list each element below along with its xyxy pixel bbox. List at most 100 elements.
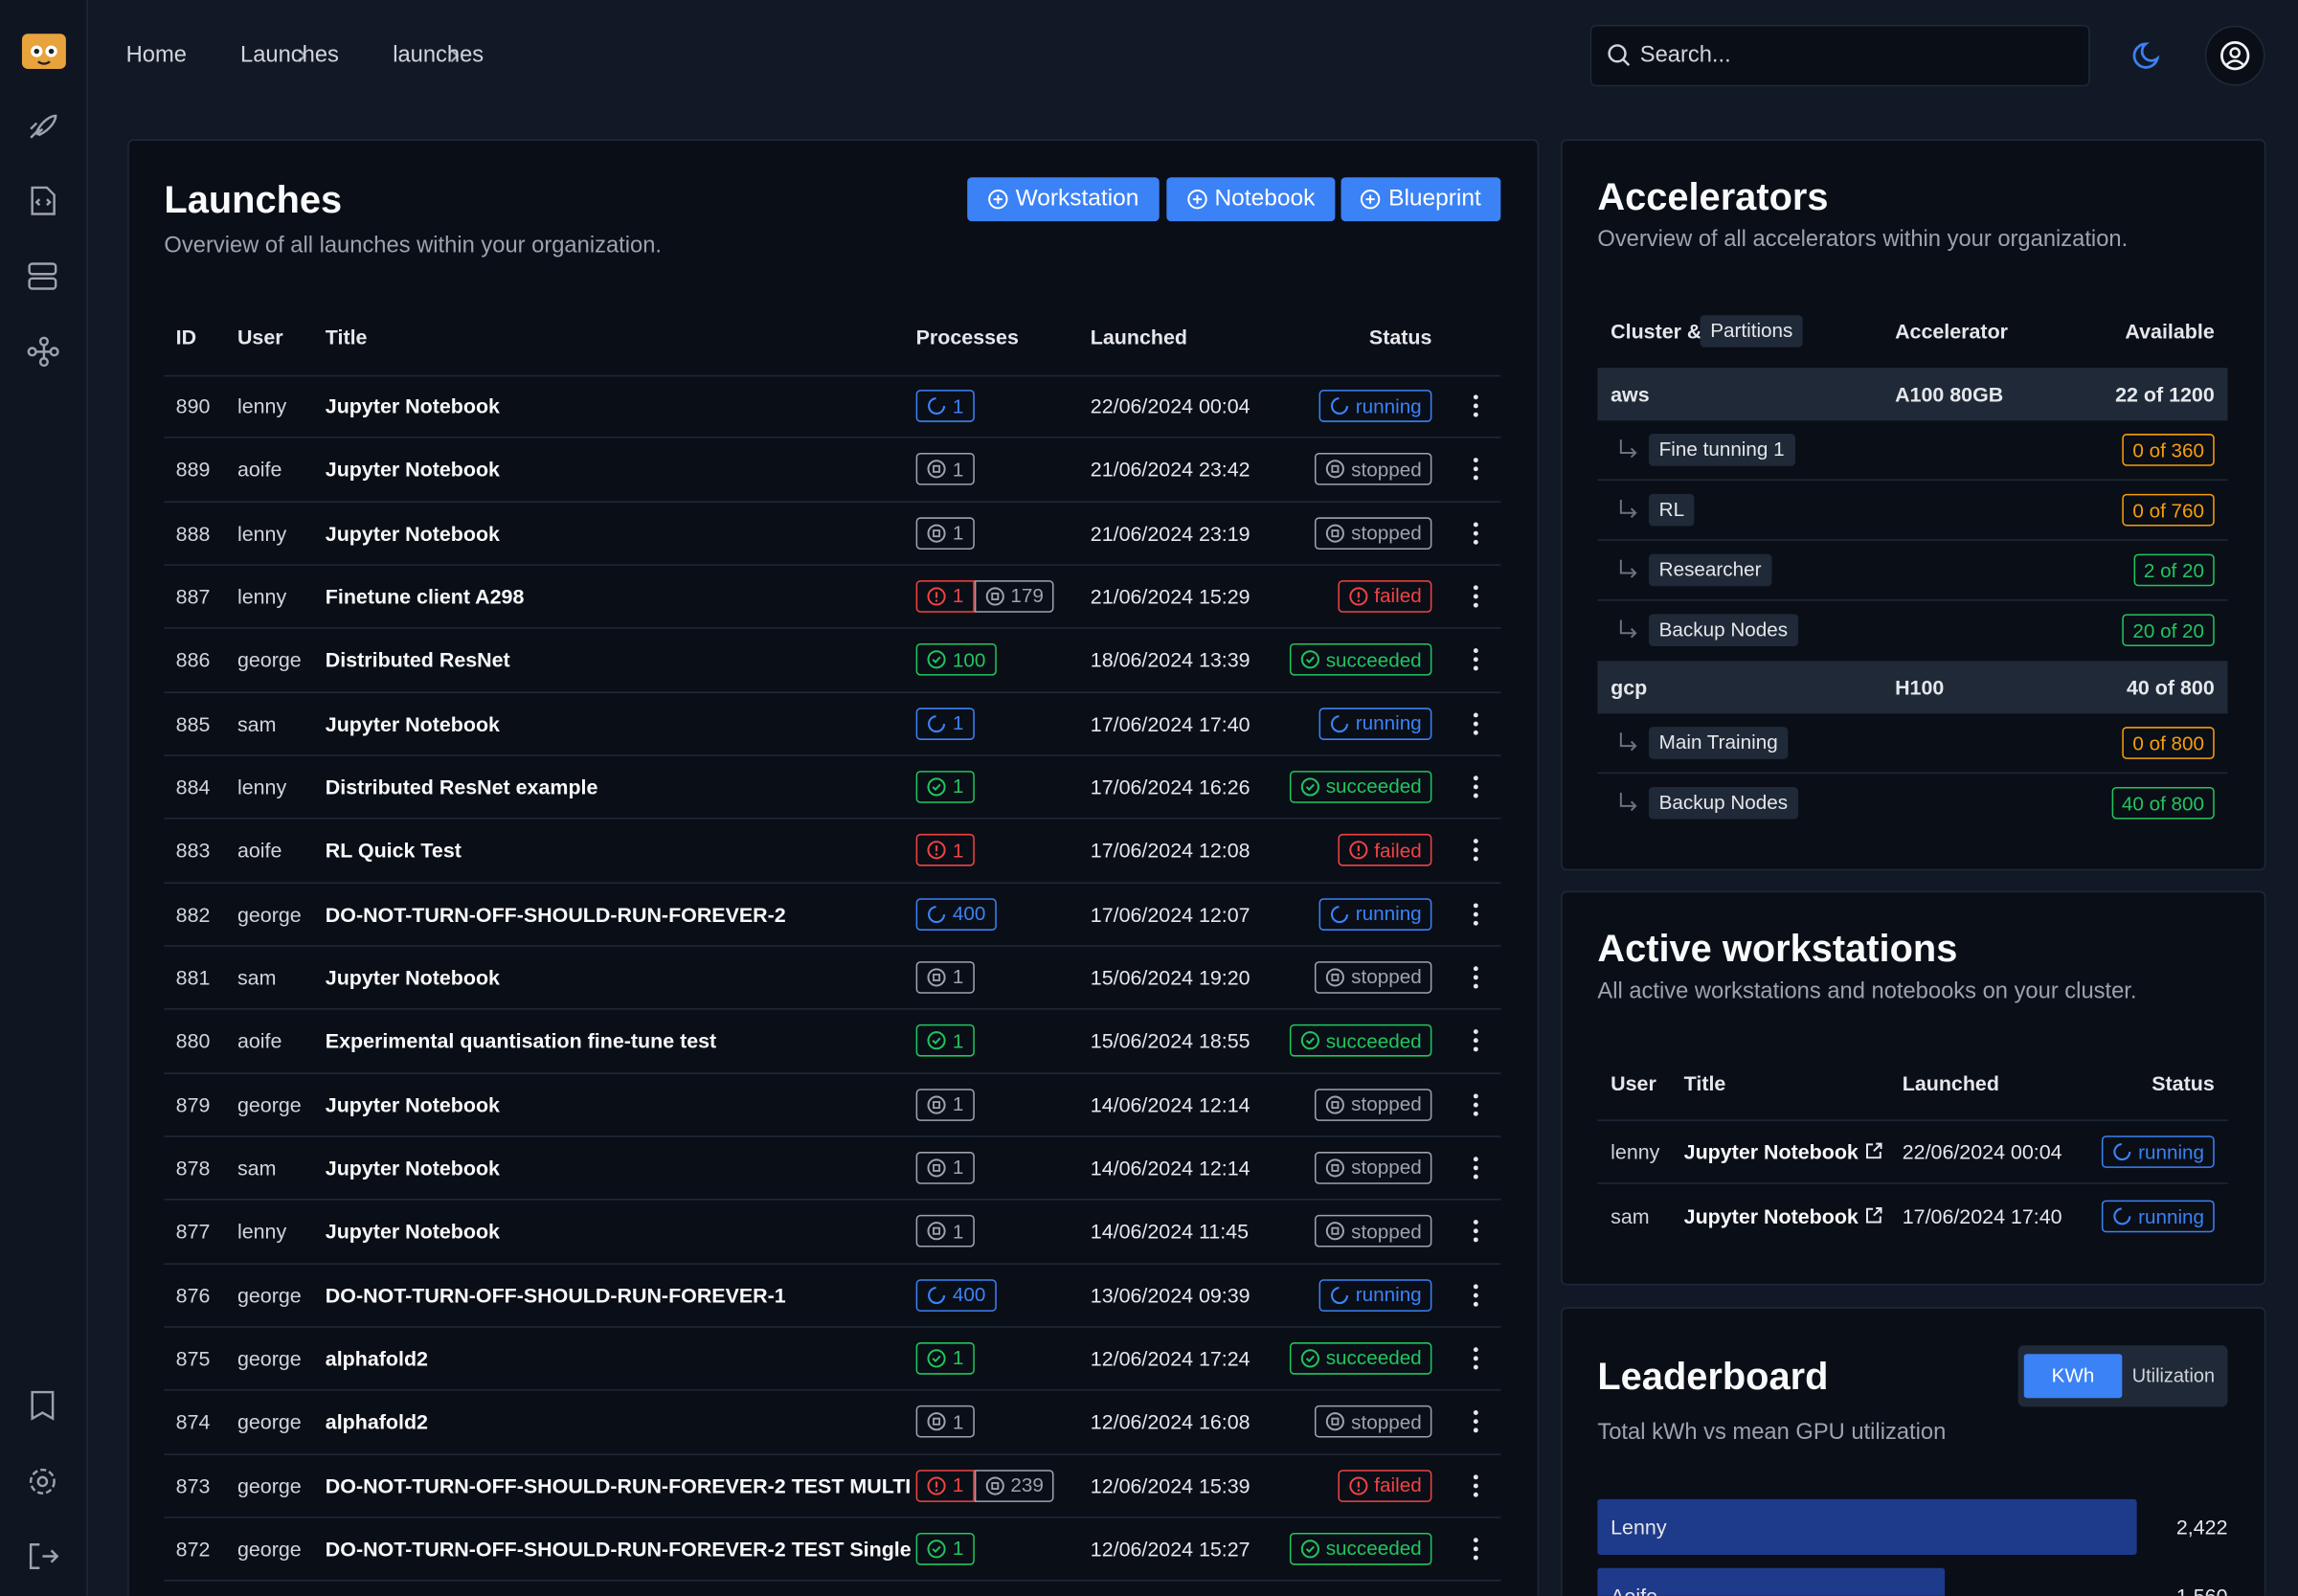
row-menu[interactable] — [1466, 773, 1486, 802]
menu-icon[interactable] — [1466, 773, 1486, 802]
process-badge-text: 1 — [953, 585, 964, 607]
row-menu[interactable] — [1466, 1534, 1486, 1563]
launch-title[interactable]: RL Quick Test — [326, 836, 462, 865]
menu-icon[interactable] — [1466, 1280, 1486, 1310]
row-menu[interactable] — [1466, 1407, 1486, 1437]
row-menu[interactable] — [1466, 963, 1486, 993]
launch-title[interactable]: Jupyter Notebook — [326, 1217, 500, 1247]
launch-title[interactable]: Jupyter Notebook — [326, 1154, 500, 1183]
ws-title[interactable]: Jupyter Notebook — [1684, 1202, 1859, 1231]
column-header: Status — [1319, 323, 1432, 352]
launch-user: aoife — [237, 455, 282, 484]
row-menu[interactable] — [1466, 836, 1486, 865]
launch-title[interactable]: Distributed ResNet example — [326, 773, 598, 802]
cluster-available: 40 of 800 — [2022, 673, 2215, 703]
status-icon — [1329, 904, 1349, 924]
icon-part — [33, 188, 55, 214]
menu-icon[interactable] — [1466, 1026, 1486, 1056]
breadcrumb-item[interactable]: Home — [126, 41, 187, 71]
icon-part — [934, 1101, 939, 1107]
menu-icon[interactable] — [1466, 899, 1486, 929]
breadcrumb-item[interactable]: Launches — [240, 41, 339, 71]
launch-title[interactable]: Jupyter Notebook — [326, 708, 500, 738]
icon-part — [40, 338, 48, 346]
menu-icon[interactable] — [1466, 1090, 1486, 1119]
theme-toggle[interactable] — [2129, 38, 2165, 74]
row-menu[interactable] — [1466, 1343, 1486, 1373]
status-icon — [926, 1285, 946, 1305]
icon-part — [1621, 500, 1635, 517]
launch-title[interactable]: Experimental quantisation fine-tune test — [326, 1026, 716, 1056]
menu-icon[interactable] — [1466, 392, 1486, 421]
row-menu[interactable] — [1466, 518, 1486, 548]
row-menu[interactable] — [1466, 645, 1486, 675]
create-button[interactable]: Notebook — [1166, 177, 1335, 221]
row-menu[interactable] — [1466, 582, 1486, 612]
external-link-icon[interactable] — [1864, 1206, 1883, 1225]
launch-title[interactable]: Jupyter Notebook — [326, 455, 500, 484]
row-separator — [164, 1389, 1500, 1391]
row-menu[interactable] — [1466, 392, 1486, 421]
menu-icon[interactable] — [1466, 963, 1486, 993]
launch-title[interactable]: DO-NOT-TURN-OFF-SHOULD-RUN-FOREVER-1 — [326, 1280, 786, 1310]
cluster-name: aws — [1611, 379, 1650, 409]
create-button[interactable]: Workstation — [967, 177, 1160, 221]
status-icon — [926, 776, 946, 797]
launch-title[interactable]: DO-NOT-TURN-OFF-SHOULD-RUN-FOREVER-2 — [326, 899, 786, 929]
row-menu[interactable] — [1466, 1280, 1486, 1310]
create-button[interactable]: Blueprint — [1341, 177, 1501, 221]
menu-icon[interactable] — [1466, 1471, 1486, 1500]
icon-part — [991, 1482, 997, 1488]
partition-available-text: 0 of 800 — [2132, 732, 2204, 754]
menu-icon[interactable] — [1466, 582, 1486, 612]
row-menu[interactable] — [1466, 455, 1486, 484]
toggle-option[interactable]: Utilization — [2125, 1354, 2221, 1398]
launch-title[interactable]: Jupyter Notebook — [326, 1090, 500, 1119]
icon-part — [1474, 413, 1478, 417]
icon-part — [38, 1477, 47, 1486]
launch-title[interactable]: Jupyter Notebook — [326, 963, 500, 993]
launch-title[interactable]: alphafold2 — [326, 1407, 428, 1437]
icon-part — [1474, 857, 1478, 862]
row-menu[interactable] — [1466, 1471, 1486, 1500]
launch-title[interactable]: DO-NOT-TURN-OFF-SHOULD-RUN-FOREVER-2 TES… — [326, 1471, 911, 1500]
row-menu[interactable] — [1466, 1217, 1486, 1247]
launch-title[interactable]: Distributed ResNet — [326, 645, 510, 675]
partition-available: 0 of 800 — [2123, 727, 2215, 759]
menu-icon[interactable] — [1466, 1154, 1486, 1183]
launch-date: 14/06/2024 11:45 — [1091, 1217, 1249, 1247]
menu-icon[interactable] — [1466, 518, 1486, 548]
icon-part — [1621, 619, 1635, 637]
launch-title[interactable]: Jupyter Notebook — [326, 518, 500, 548]
leaderboard-value: 1,560 — [2110, 1582, 2227, 1596]
nav-icons[interactable] — [0, 0, 88, 1596]
icon-part — [1474, 1293, 1478, 1297]
row-menu[interactable] — [1466, 899, 1486, 929]
menu-icon[interactable] — [1466, 1534, 1486, 1563]
external-link-icon[interactable] — [1864, 1141, 1883, 1160]
menu-icon[interactable] — [1466, 1217, 1486, 1247]
menu-icon[interactable] — [1466, 645, 1486, 675]
menu-icon[interactable] — [1466, 1407, 1486, 1437]
status-icon — [1325, 1221, 1345, 1241]
row-menu[interactable] — [1466, 1090, 1486, 1119]
menu-icon[interactable] — [1466, 455, 1486, 484]
menu-icon[interactable] — [1466, 836, 1486, 865]
launch-title[interactable]: alphafold2 — [326, 1343, 428, 1373]
toggle-option-active[interactable]: KWh — [2024, 1354, 2123, 1398]
launch-title[interactable]: Jupyter Notebook — [326, 392, 500, 421]
row-menu[interactable] — [1466, 1026, 1486, 1056]
row-menu[interactable] — [1466, 1154, 1486, 1183]
row-menu[interactable] — [1466, 708, 1486, 738]
status-badge-text: stopped — [1351, 1221, 1422, 1243]
launch-title[interactable]: DO-NOT-TURN-OFF-SHOULD-RUN-FOREVER-2 TES… — [326, 1534, 912, 1563]
menu-icon[interactable] — [1466, 1343, 1486, 1373]
icon-part — [933, 784, 940, 789]
launch-title[interactable]: Finetune client A298 — [326, 582, 525, 612]
icon-part — [1474, 1030, 1478, 1035]
icon-part — [30, 279, 56, 289]
ws-title[interactable]: Jupyter Notebook — [1684, 1137, 1859, 1167]
process-badges: 400 — [916, 898, 996, 931]
user-avatar[interactable] — [2204, 25, 2265, 86]
menu-icon[interactable] — [1466, 708, 1486, 738]
